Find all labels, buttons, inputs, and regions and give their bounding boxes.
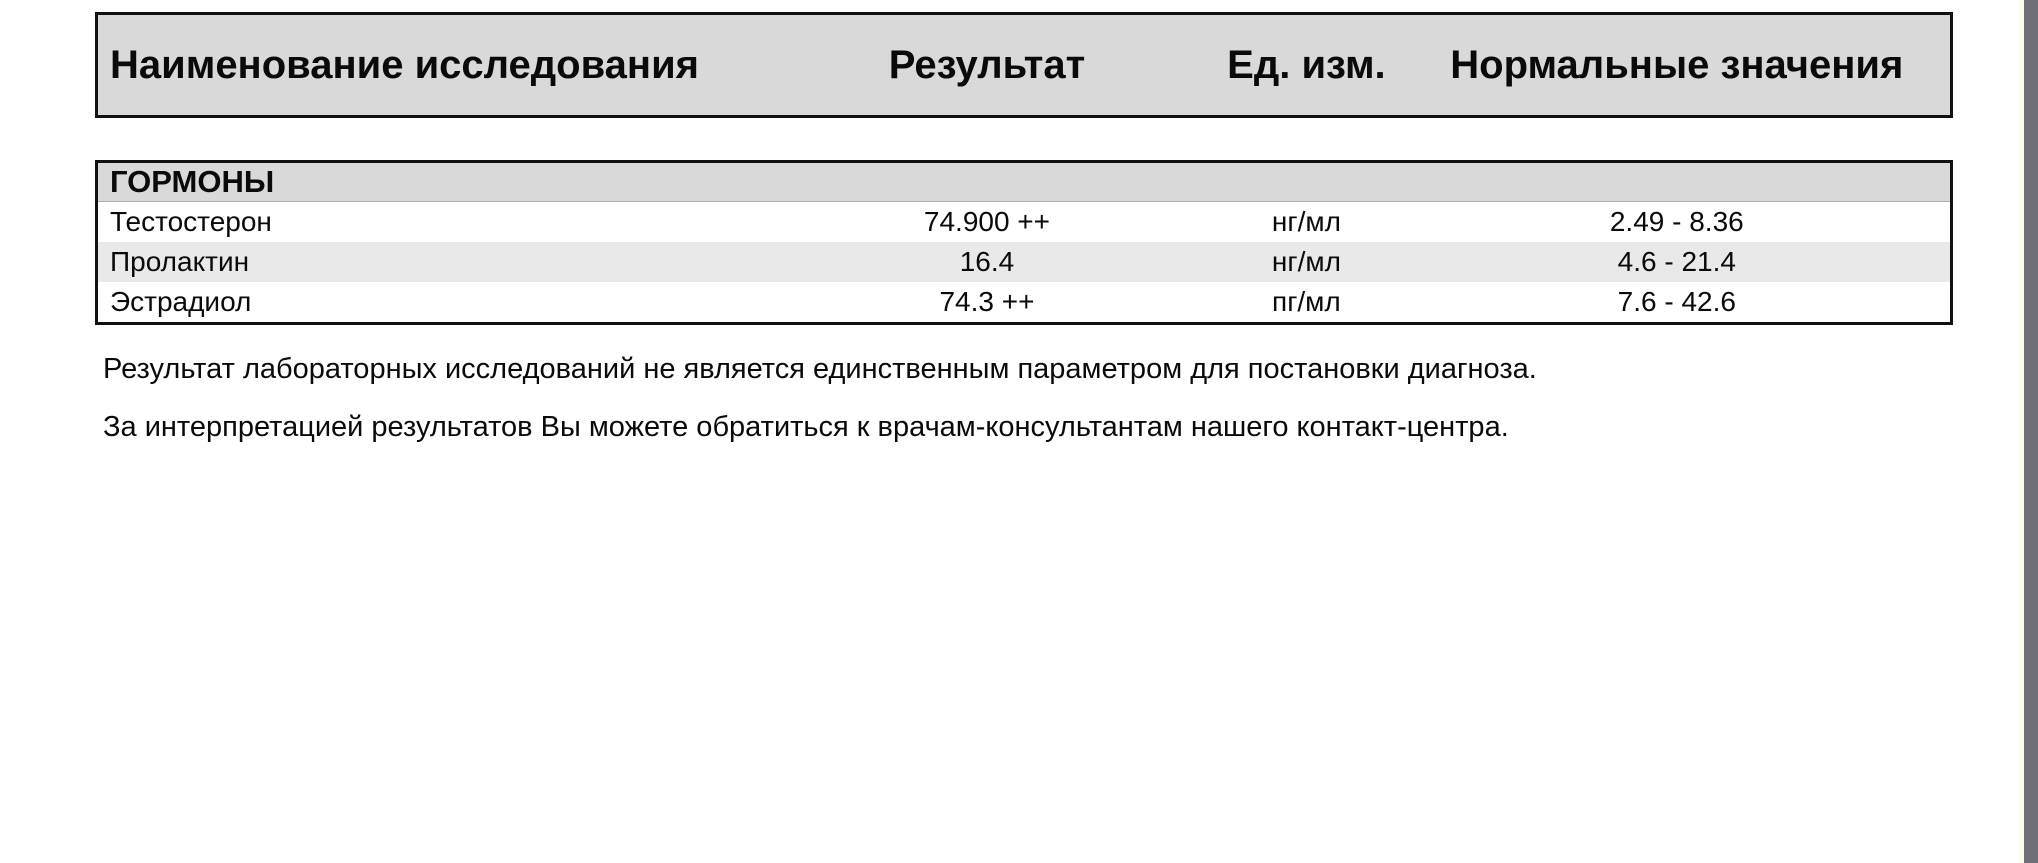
test-normal-cell: 2.49 - 8.36 xyxy=(1609,206,1744,237)
note-diagnosis-disclaimer: Результат лабораторных исследований не я… xyxy=(103,353,1537,385)
test-result-cell: 74.3 ++ xyxy=(939,286,1035,317)
table-row-estradiol: Эстрадиол 74.3 ++ пг/мл 7.6 - 42.6 xyxy=(98,282,1950,322)
test-result-cell: 16.4 xyxy=(959,246,1015,277)
test-unit-cell: пг/мл xyxy=(1272,286,1341,317)
viewer-background-strip xyxy=(2024,0,2038,863)
column-header-result: Результат xyxy=(888,42,1086,87)
hormones-table: ГОРМОНЫ Тестостерон 74.900 ++ нг/мл 2.49… xyxy=(95,160,1953,325)
table-row-prolactin: Пролактин 16.4 нг/мл 4.6 - 21.4 xyxy=(98,242,1950,282)
column-header-unit: Ед. изм. xyxy=(1227,42,1386,87)
test-name-cell: Эстрадиол xyxy=(110,286,252,317)
column-header-normal: Нормальные значения xyxy=(1450,42,1904,87)
test-result-cell: 74.900 ++ xyxy=(923,206,1051,237)
test-normal-cell: 7.6 - 42.6 xyxy=(1617,286,1736,317)
section-header-hormones: ГОРМОНЫ xyxy=(98,163,1950,202)
test-unit-cell: нг/мл xyxy=(1271,246,1341,277)
test-name-cell: Пролактин xyxy=(110,246,250,277)
column-header-test-name: Наименование исследования xyxy=(110,42,700,87)
test-normal-cell: 4.6 - 21.4 xyxy=(1617,246,1736,277)
test-unit-cell: нг/мл xyxy=(1271,206,1341,237)
test-name-cell: Тестостерон xyxy=(110,206,272,237)
table-row-testosterone: Тестостерон 74.900 ++ нг/мл 2.49 - 8.36 xyxy=(98,202,1950,242)
results-header-table: Наименование исследования Результат Ед. … xyxy=(95,12,1953,118)
note-contact-center: За интерпретацией результатов Вы можете … xyxy=(103,411,1509,443)
page-edge-strip xyxy=(2018,0,2024,863)
disclaimer-notes: Результат лабораторных исследований не я… xyxy=(103,352,1863,444)
